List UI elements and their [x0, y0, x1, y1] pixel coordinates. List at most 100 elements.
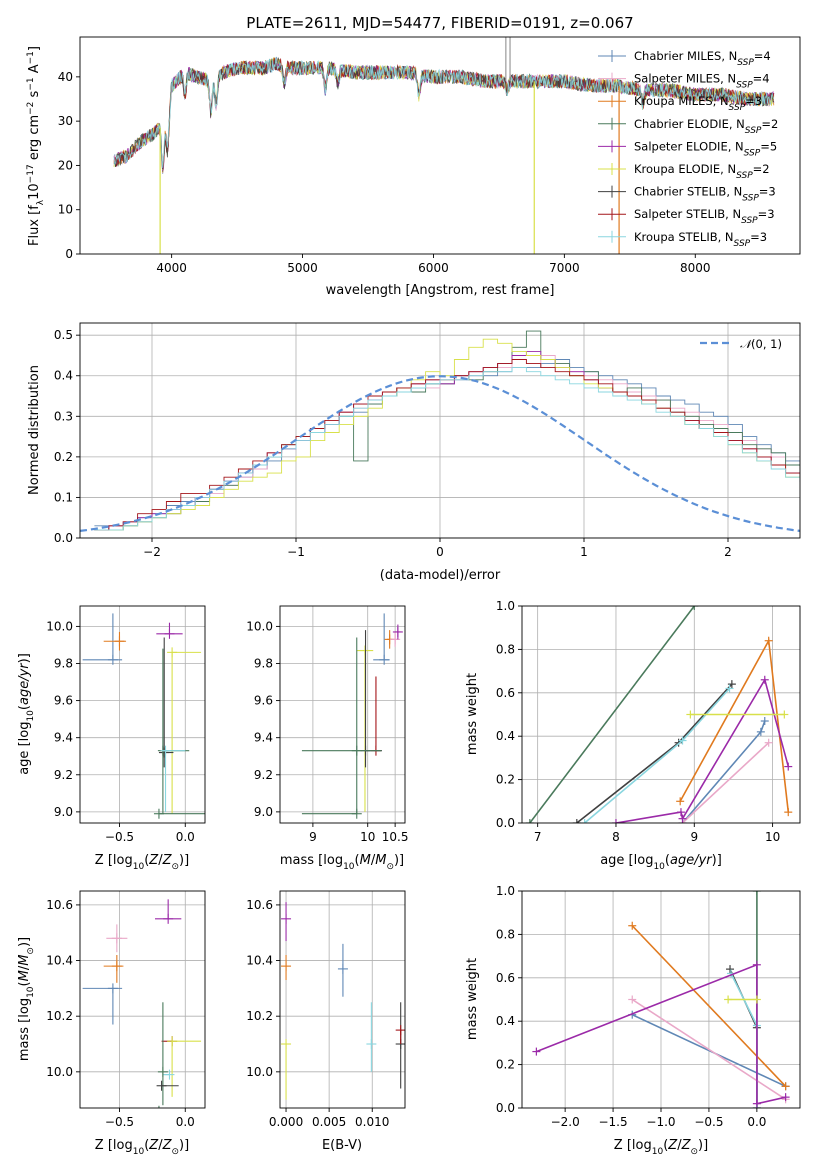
- age-vs-metallicity-plot: [80, 606, 205, 823]
- y-tick-label: 9.0: [254, 805, 273, 819]
- x-tick-label: 0.0: [176, 1115, 195, 1129]
- x-tick-label: −0.5: [694, 1115, 723, 1129]
- y-axis-label: mass [log10(M/M⊙)]: [17, 937, 36, 1061]
- legend-label: Kroupa STELIB, NSSP=3: [634, 230, 767, 249]
- legend-label: Chabrier STELIB, NSSP=3: [634, 185, 776, 204]
- x-axis-label: (data-model)/error: [380, 568, 501, 583]
- x-tick-label: 7: [534, 830, 542, 844]
- y-tick-label: 40: [58, 70, 73, 84]
- weight-line: [615, 677, 790, 823]
- y-tick-label: 0.8: [496, 927, 515, 941]
- y-tick-label: 20: [58, 158, 73, 172]
- legend-label: Salpeter ELODIE, NSSP=5: [634, 139, 777, 158]
- y-tick-label: 0.5: [54, 328, 73, 342]
- weight-line: [729, 968, 758, 1108]
- x-tick-label: 4000: [156, 261, 187, 275]
- y-tick-label: 0.4: [496, 1014, 515, 1028]
- x-tick-label: −0.5: [105, 1115, 134, 1129]
- x-tick-label: 2: [724, 545, 732, 559]
- histogram-step: [94, 355, 800, 531]
- x-axis-label: Z [log10(Z/Z⊙)]: [95, 1138, 189, 1157]
- legend-label: Salpeter MILES, NSSP=4: [634, 72, 770, 91]
- x-tick-label: 0.010: [355, 1115, 389, 1129]
- y-tick-label: 10.2: [46, 1009, 73, 1023]
- axes-frame: [279, 890, 406, 1109]
- x-tick-label: 0.000: [269, 1115, 303, 1129]
- x-axis-label: age [log10(age/yr)]: [600, 853, 722, 872]
- histogram-step: [94, 338, 800, 531]
- x-tick-label: 10: [360, 830, 375, 844]
- histogram-step: [94, 359, 800, 531]
- axes-frame: [279, 605, 406, 824]
- y-tick-label: 0.8: [496, 642, 515, 656]
- y-tick-label: 30: [58, 114, 73, 128]
- y-tick-label: 0.0: [54, 531, 73, 545]
- weight-line: [631, 998, 787, 1100]
- x-tick-label: −1.0: [646, 1115, 675, 1129]
- x-tick-label: 1: [580, 545, 588, 559]
- y-tick-label: 0.2: [496, 773, 515, 787]
- y-tick-label: 0.6: [496, 686, 515, 700]
- legend-label: Chabrier ELODIE, NSSP=2: [634, 117, 778, 136]
- legend-label: Chabrier MILES, NSSP=4: [634, 49, 771, 68]
- y-tick-label: 1.0: [496, 884, 515, 898]
- y-tick-label: 0.3: [54, 409, 73, 423]
- x-tick-label: 0: [436, 545, 444, 559]
- y-tick-label: 9.8: [254, 656, 273, 670]
- axes-frame: [79, 36, 801, 255]
- legend-label: 𝒩(0, 1): [740, 337, 782, 351]
- y-tick-label: 0.4: [54, 369, 73, 383]
- x-tick-label: −1.5: [598, 1115, 627, 1129]
- x-tick-label: 0.0: [747, 1115, 766, 1129]
- y-tick-label: 10.6: [46, 898, 73, 912]
- weight-line: [730, 973, 758, 1108]
- weight-line: [536, 963, 786, 1105]
- histogram-step: [94, 367, 800, 531]
- y-axis-label: mass weight: [465, 673, 480, 755]
- y-tick-label: 0.2: [54, 450, 73, 464]
- x-axis-label: E(B-V): [322, 1138, 362, 1153]
- y-tick-label: 9.8: [54, 656, 73, 670]
- weight-line: [529, 606, 695, 823]
- histogram-step: [94, 330, 800, 531]
- y-tick-label: 0: [65, 247, 73, 261]
- x-axis-label: Z [log10(Z/Z⊙)]: [614, 1138, 708, 1157]
- legend-label: Kroupa ELODIE, NSSP=2: [634, 162, 770, 181]
- x-tick-label: −1: [287, 545, 305, 559]
- axes-frame: [521, 605, 801, 824]
- weight-line: [631, 925, 787, 1087]
- y-tick-label: 0.2: [496, 1058, 515, 1072]
- x-tick-label: 5000: [287, 261, 318, 275]
- x-tick-label: 7000: [549, 261, 580, 275]
- weight-line: [576, 683, 733, 823]
- histogram-step: [94, 359, 800, 531]
- x-tick-label: 0.005: [312, 1115, 346, 1129]
- weight-line: [584, 687, 731, 823]
- y-tick-label: 10.0: [46, 619, 73, 633]
- gaussian-curve: [80, 375, 800, 532]
- axes-frame: [79, 890, 206, 1109]
- mass-vs-extinction-plot: [280, 891, 405, 1108]
- y-tick-label: 9.4: [54, 731, 73, 745]
- y-tick-label: 9.2: [54, 768, 73, 782]
- y-tick-label: 10.4: [46, 954, 73, 968]
- y-tick-label: 10.0: [246, 1065, 273, 1079]
- y-axis-label: age [log10(age/yr)]: [17, 653, 36, 775]
- axes-frame: [79, 605, 206, 824]
- weight-line: [679, 638, 790, 813]
- x-tick-label: 8: [612, 830, 620, 844]
- x-axis-label: Z [log10(Z/Z⊙)]: [95, 853, 189, 872]
- y-axis-label: Flux [fλ10−17 erg cm−2 s−1 A−1]: [26, 46, 46, 246]
- y-tick-label: 10.2: [246, 1009, 273, 1023]
- age-vs-mass-plot: [280, 606, 405, 823]
- y-tick-label: 9.4: [254, 731, 273, 745]
- x-tick-label: 10.5: [382, 830, 409, 844]
- y-tick-label: 0.1: [54, 490, 73, 504]
- y-tick-label: 0.6: [496, 971, 515, 985]
- x-tick-label: 6000: [418, 261, 449, 275]
- mass-weight-vs-age-plot: [522, 606, 800, 823]
- y-tick-label: 0.0: [496, 1101, 515, 1115]
- x-tick-label: −2.0: [551, 1115, 580, 1129]
- x-axis-label: wavelength [Angstrom, rest frame]: [326, 283, 555, 298]
